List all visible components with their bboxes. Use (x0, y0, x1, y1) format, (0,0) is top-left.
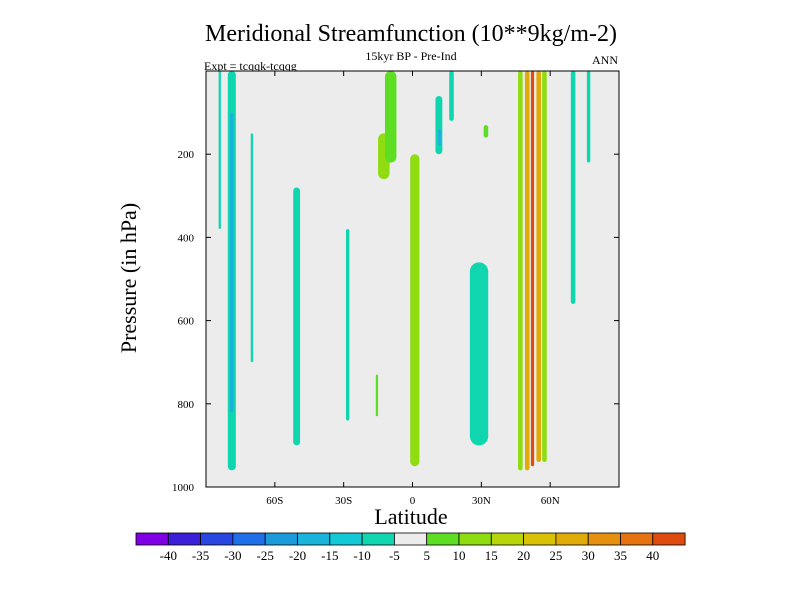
colorbar-label: -25 (257, 548, 274, 563)
colorbar-label: 40 (646, 548, 659, 563)
colorbar-swatch (393, 532, 428, 546)
contour-region (536, 71, 541, 463)
contour-region (218, 71, 221, 230)
y-axis-label: Pressure (in hPa) (116, 203, 141, 353)
colorbar-swatch (523, 532, 557, 546)
colorbar-label: 15 (485, 548, 498, 563)
contour-region (230, 112, 234, 413)
colorbar-swatch (200, 532, 234, 546)
contour-region (530, 71, 535, 467)
y-tick-label: 800 (178, 399, 195, 411)
colorbar-label: -40 (160, 548, 177, 563)
contour-region (293, 187, 301, 446)
plot-area (205, 70, 620, 488)
colorbar-swatch (652, 532, 686, 546)
colorbar-label: -5 (389, 548, 400, 563)
contour-region (250, 133, 254, 363)
contour-region (410, 154, 420, 467)
y-axis-ticks: 200 400 600 800 1000 (172, 149, 619, 494)
x-tick-label: 60N (541, 495, 560, 507)
x-tick-label: 60S (266, 495, 283, 507)
colorbar-label: 20 (517, 548, 530, 563)
contour-region (524, 71, 530, 471)
colorbar-swatch (620, 532, 654, 546)
contour-region (345, 229, 350, 421)
x-tick-label: 0 (410, 495, 416, 507)
contour-region (570, 71, 576, 304)
colorbar-swatch (587, 532, 621, 546)
contour-region (375, 374, 379, 417)
x-axis-ticks: 60S 30S 0 30N 60N (266, 71, 560, 507)
colorbar-label: -30 (224, 548, 241, 563)
colorbar-swatch (490, 532, 524, 546)
colorbar-label: 25 (549, 548, 562, 563)
colorbar-label: 10 (453, 548, 466, 563)
y-tick-label: 400 (178, 232, 195, 244)
colorbar-label: 30 (582, 548, 595, 563)
colorbar-label: -35 (192, 548, 209, 563)
colorbar-swatch (264, 532, 298, 546)
colorbar-label: 35 (614, 548, 627, 563)
contour-region (449, 71, 454, 121)
contour-fields (218, 71, 591, 471)
chart-title: Meridional Streamfunction (10**9kg/m-2) (205, 21, 617, 47)
contour-region (384, 71, 397, 163)
season-label: ANN (592, 53, 618, 67)
x-tick-label: 30N (472, 495, 491, 507)
contour-region (469, 262, 489, 446)
colorbar-label: -20 (289, 548, 306, 563)
contour-region (586, 71, 591, 163)
colorbar-swatch (361, 532, 395, 546)
y-tick-label: 200 (178, 149, 195, 161)
contour-region (483, 125, 489, 138)
colorbar-swatch (297, 532, 331, 546)
contour-region (437, 129, 442, 146)
colorbar-swatch (329, 532, 363, 546)
y-tick-label: 600 (178, 316, 195, 328)
colorbar-swatch (426, 532, 460, 546)
contour-region (542, 71, 547, 463)
colorbar-label: -10 (353, 548, 370, 563)
colorbar-label: 5 (423, 548, 430, 563)
x-axis-label: Latitude (374, 504, 447, 529)
colorbar-swatch (135, 532, 169, 546)
experiment-label: Expt = tcqqk-tcqqg (204, 59, 297, 73)
colorbar: -40 -35 -30 -25 -20 -15 -10 -5 5 10 15 20 25 30 35 40 (135, 532, 686, 563)
colorbar-swatch (232, 532, 266, 546)
chart-subtitle: 15kyr BP - Pre-Ind (365, 49, 456, 63)
colorbar-swatch (458, 532, 492, 546)
y-tick-label: 1000 (172, 482, 195, 494)
colorbar-swatch (555, 532, 589, 546)
colorbar-label: -15 (321, 548, 338, 563)
colorbar-swatch (167, 532, 202, 546)
x-tick-label: 30S (335, 495, 352, 507)
contour-region (518, 71, 523, 471)
